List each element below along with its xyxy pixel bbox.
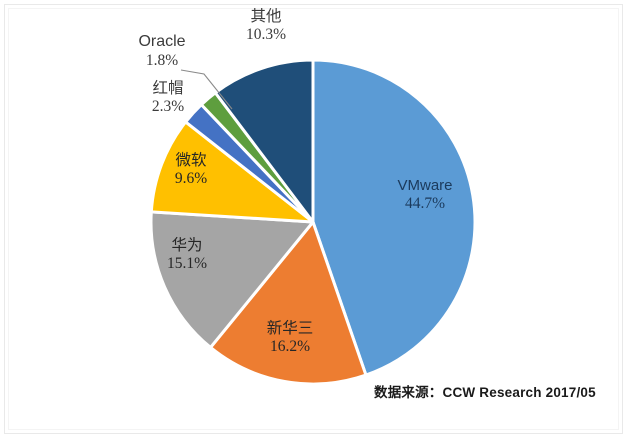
pie-slice [209,220,368,386]
pie-slice [149,210,315,349]
pie-slice [149,120,315,224]
pie-slice [213,58,315,224]
leader-line-group [180,69,233,110]
data-source-note: 数据来源：CCW Research 2017/05 [374,385,596,400]
oracle-leader-line [180,69,233,110]
pie-slice [311,58,477,377]
pie-slice-group [149,58,477,386]
